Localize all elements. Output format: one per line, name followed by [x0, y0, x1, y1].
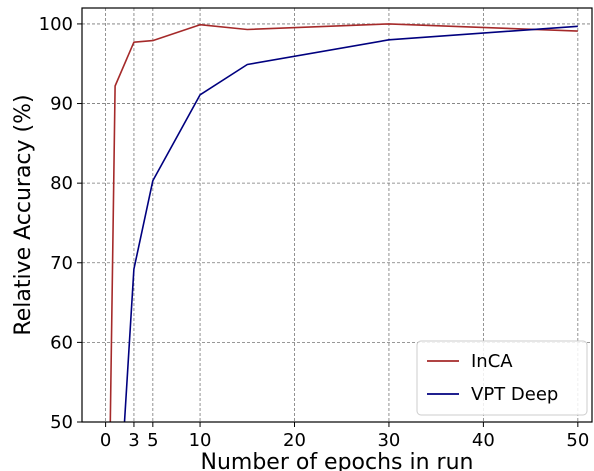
legend-box: [416, 340, 588, 416]
x-axis-label: Number of epochs in run: [200, 450, 473, 471]
y-tick-label: 80: [50, 173, 73, 194]
series-line-vpt-deep: [123, 25, 578, 423]
plot-frame: [81, 7, 593, 423]
y-axis-label: Relative Accuracy (%): [11, 94, 36, 335]
series-layer: [109, 23, 578, 423]
legend-label: VPT Deep: [471, 384, 558, 405]
legend-label: InCA: [471, 351, 513, 372]
y-tick-label: 90: [50, 94, 73, 115]
x-tick-label: 50: [566, 430, 589, 451]
x-tick-label: 10: [189, 430, 212, 451]
y-tick-label: 50: [50, 412, 73, 433]
y-tick-label: 70: [50, 253, 73, 274]
x-tick-label: 20: [283, 430, 306, 451]
x-tick-label: 0: [100, 430, 111, 451]
x-tick-label: 3: [128, 430, 139, 451]
series-line-inca: [109, 23, 578, 423]
legend: InCA VPT Deep: [416, 340, 588, 416]
x-tick-label: 40: [472, 430, 495, 451]
y-tick-label: 100: [39, 14, 73, 35]
x-tick-label: 30: [377, 430, 400, 451]
y-tick-label: 60: [50, 332, 73, 353]
y-axis: 50 60 70 80 90 100: [39, 14, 82, 433]
x-axis: 0 3 5 10 20 30 40 50: [100, 422, 589, 451]
x-tick-label: 5: [147, 430, 158, 451]
